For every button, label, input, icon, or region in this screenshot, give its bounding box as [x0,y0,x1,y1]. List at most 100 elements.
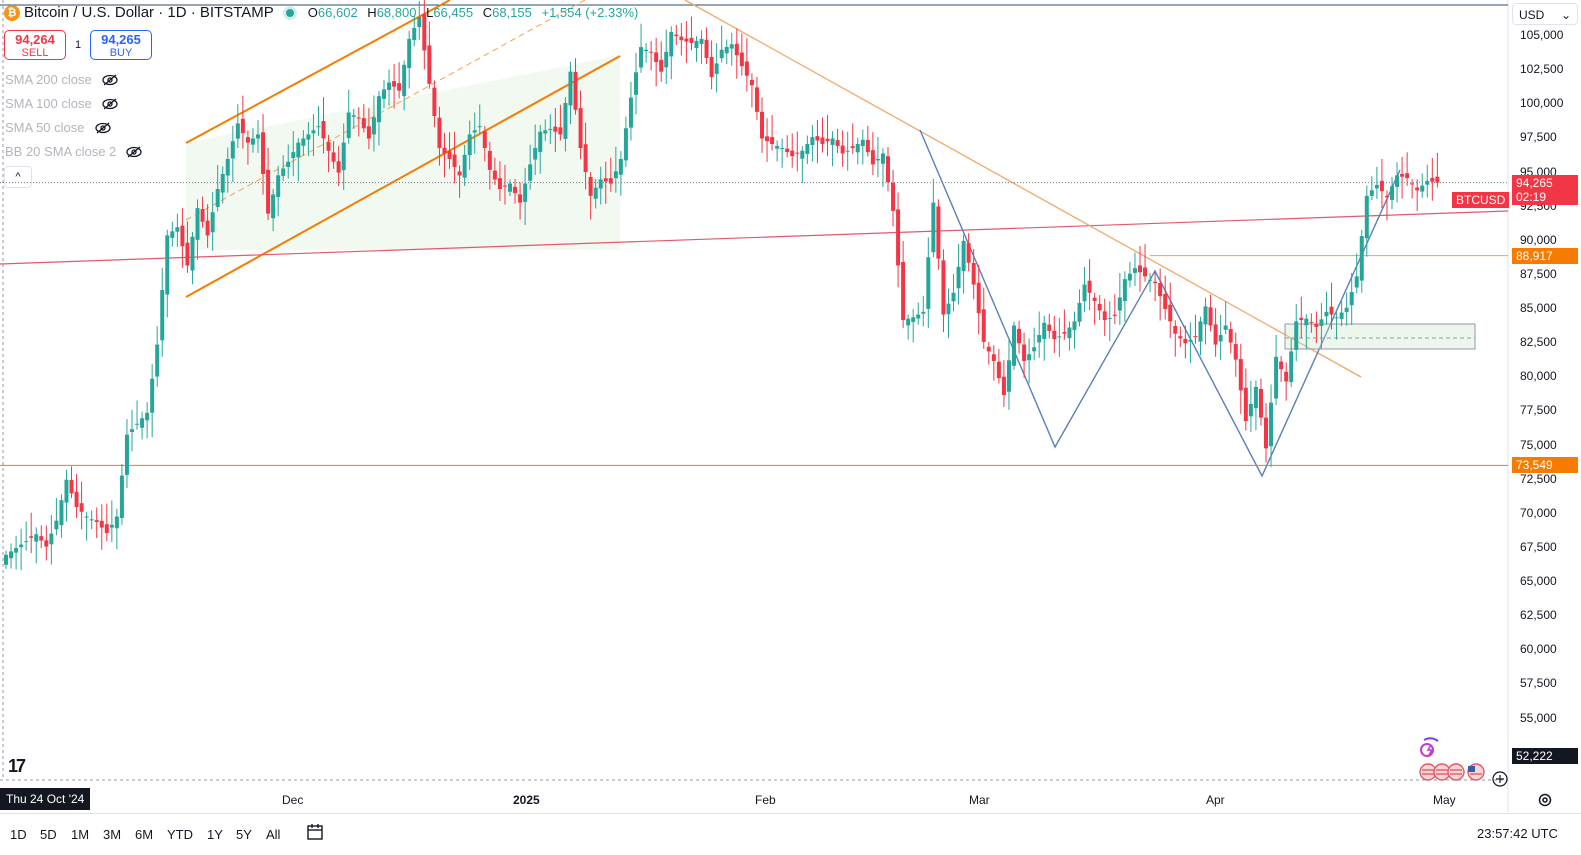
candle-body [1082,284,1087,302]
candle-body [906,318,911,326]
candle-body [145,412,150,421]
candle-body [261,132,266,174]
candle-body [835,140,840,146]
candle-body [497,178,502,189]
candle-body [1314,323,1319,327]
candle-body [44,540,49,547]
timeframe-ytd[interactable]: YTD [167,827,193,842]
candle-body [1279,361,1284,370]
candle-body [528,164,533,181]
timeframe-6m[interactable]: 6M [135,827,154,842]
candle-body [341,142,346,171]
time-tick-label: Mar [969,793,990,807]
hover-date-label: Thu 24 Oct '24 [0,788,91,810]
candle-body [114,516,119,529]
candle-body [694,40,699,49]
candle-body [941,260,946,315]
indicator-bb20[interactable]: BB 20 SMA close 2 [5,144,142,159]
candle-body [623,128,628,161]
add-plus-icon[interactable] [1490,770,1510,788]
economic-events-flag-icons[interactable] [1418,762,1490,782]
candle-body [1112,314,1117,316]
candle-body [1006,360,1011,392]
buy-price: 94,265 [101,32,141,47]
buy-label: BUY [109,47,133,59]
currency-selector[interactable]: USD ⌄ [1512,3,1578,25]
hidden-eye-icon[interactable] [94,122,111,134]
indicator-sma100[interactable]: SMA 100 close [5,96,118,111]
indicator-sma50[interactable]: SMA 50 close [5,120,111,135]
candle-body [150,378,155,413]
candle-body [1379,180,1384,192]
timeframe-1d[interactable]: 1D [10,827,27,842]
candle-body [1299,317,1304,321]
candle-body [845,150,850,152]
price-tick-label: 80,000 [1520,369,1557,384]
events-sparkle-icon[interactable] [1416,736,1446,758]
candle-body [976,282,981,314]
utc-clock[interactable]: 23:57:42 UTC [1477,826,1558,841]
candle-body [492,170,497,180]
candle-body [608,178,613,184]
candle-body [311,130,316,134]
candle-body [901,261,906,321]
candle-body [432,87,437,116]
channel-mid-line [185,0,586,221]
price-tick-label: 72,500 [1520,471,1557,486]
collapse-legend-button[interactable]: ^ [4,166,32,188]
sell-button[interactable]: 94,264 SELL [4,30,66,60]
candle-body [39,536,44,541]
candle-body [956,266,961,289]
candle-body [1027,354,1032,361]
candle-body [1132,268,1137,273]
candle-body [361,118,366,129]
candle-body [1264,417,1268,449]
symbol-legend: ₿ Bitcoin / U.S. Dollar · 1D · BITSTAMP … [4,4,644,21]
timeframe-all[interactable]: All [266,827,281,842]
candle-body [1243,387,1248,422]
settings-gear-icon[interactable] [1537,792,1553,808]
date-range-icon[interactable] [306,822,326,842]
symbol-title[interactable]: Bitcoin / U.S. Dollar · 1D · BITSTAMP [24,4,274,21]
candle-body [911,317,916,322]
candle-body [553,126,558,132]
symbol-price-tag: BTCUSD [1452,192,1510,208]
chevron-down-icon: ⌄ [1560,8,1571,22]
candle-body [689,37,694,43]
candle-body [669,32,674,57]
timeframe-5d[interactable]: 5D [40,827,57,842]
candle-body [321,121,326,139]
candle-body [916,314,921,319]
hidden-eye-icon[interactable] [102,74,118,86]
currency-label: USD [1519,8,1545,22]
candle-body [860,139,865,147]
hidden-eye-icon[interactable] [126,146,142,158]
candle-body [266,169,271,214]
indicator-sma200[interactable]: SMA 200 close [5,72,118,87]
tradingview-logo[interactable]: 17 [8,756,26,776]
hidden-eye-icon[interactable] [102,98,118,110]
price-marker-label: 88,917 [1512,247,1578,264]
timeframe-1y[interactable]: 1Y [207,827,223,842]
timeframe-1m[interactable]: 1M [71,827,90,842]
candle-body [1193,336,1198,338]
price-marker-label: 52,222 [1512,748,1578,765]
candle-body [896,209,901,266]
candle-body [376,96,381,123]
price-tick-label: 70,000 [1520,505,1557,520]
candle-body [875,158,880,161]
candle-body [245,137,250,143]
candle-body [225,158,230,176]
candle-body [412,27,417,41]
candle-body [452,154,457,168]
timeframe-5y[interactable]: 5Y [236,827,252,842]
candle-body [256,134,260,139]
candle-body [996,361,1001,379]
candle-body [1395,175,1400,187]
candle-body [119,475,124,518]
candle-body [180,225,185,247]
buy-button[interactable]: 94,265 BUY [90,30,152,60]
trade-quantity[interactable]: 1 [74,39,82,51]
timeframe-3m[interactable]: 3M [103,827,122,842]
